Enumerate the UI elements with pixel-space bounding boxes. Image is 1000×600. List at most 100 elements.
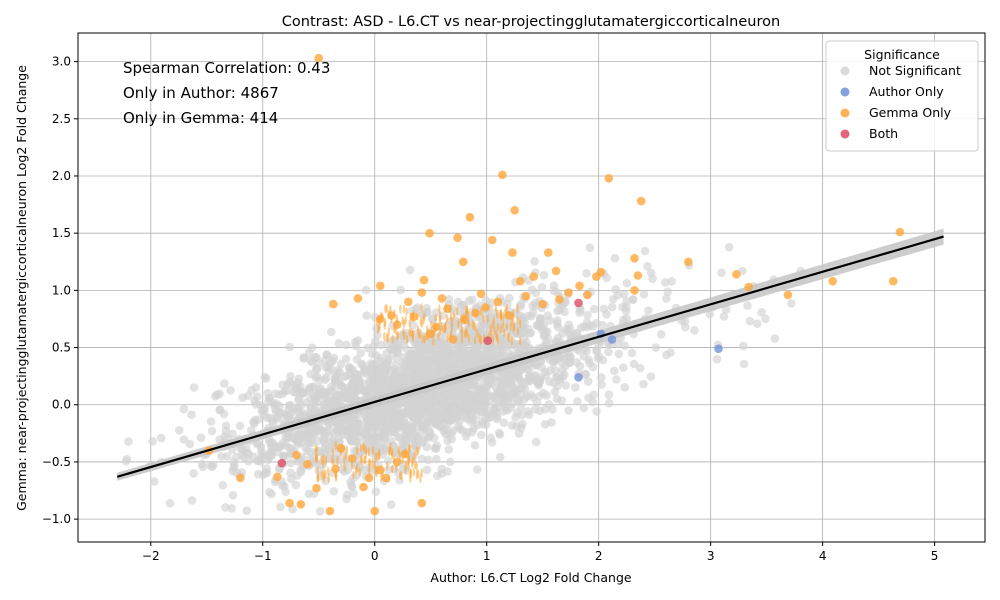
gemma-only-streak: [389, 442, 392, 452]
not-significant-point: [250, 396, 259, 405]
not-significant-point: [721, 305, 731, 314]
not-significant-point: [285, 342, 295, 352]
x-tick-label: 1: [483, 549, 491, 563]
y-tick-label: 1.0: [52, 283, 71, 297]
gemma-only-streak: [374, 452, 377, 462]
gemma-only-streak: [419, 474, 422, 484]
regression-line: [116, 235, 944, 478]
not-significant-point: [479, 385, 489, 394]
gemma-only-streak: [491, 319, 495, 329]
not-significant-point: [517, 390, 526, 400]
gemma-only-streak: [476, 328, 479, 338]
gemma-only-streak: [334, 473, 338, 483]
x-tick-label: 3: [707, 549, 715, 563]
not-significant-point: [646, 372, 656, 381]
not-significant-point: [597, 380, 606, 389]
y-tick-label: 2.0: [52, 169, 71, 183]
y-tick-label: 1.5: [52, 226, 71, 240]
gemma-only-point: [596, 267, 606, 277]
gemma-only-streak: [489, 324, 492, 334]
not-significant-point: [417, 454, 427, 464]
gemma-only-streak: [383, 320, 386, 330]
not-significant-point: [712, 354, 722, 364]
gemma-only-streak: [391, 334, 394, 344]
not-significant-point: [333, 421, 343, 430]
not-significant-point: [481, 420, 491, 429]
not-significant-point: [404, 430, 413, 440]
gemma-only-streak: [387, 327, 390, 337]
not-significant-point: [549, 286, 559, 296]
not-significant-point: [429, 390, 439, 400]
gemma-only-point: [325, 506, 335, 516]
gemma-only-point: [488, 235, 497, 245]
not-significant-point: [527, 285, 537, 295]
gemma-only-streak: [465, 327, 468, 337]
chart-title: Contrast: ASD - L6.CT vs near-projecting…: [282, 14, 780, 30]
not-significant-point: [427, 414, 437, 423]
not-significant-point: [739, 341, 748, 351]
not-significant-point: [235, 421, 245, 431]
not-significant-point: [273, 442, 283, 452]
not-significant-point: [444, 295, 454, 304]
gemma-only-streak: [330, 456, 334, 465]
not-significant-point: [299, 388, 308, 398]
gemma-only-streak: [395, 331, 399, 341]
not-significant-point: [588, 397, 597, 407]
gemma-only-point: [417, 288, 427, 297]
not-significant-point: [363, 417, 373, 426]
not-significant-point: [283, 379, 292, 389]
gemma-only-point: [538, 299, 547, 309]
not-significant-point: [613, 339, 623, 349]
not-significant-point: [611, 285, 620, 294]
not-significant-point: [386, 436, 396, 446]
not-significant-point: [280, 481, 289, 491]
not-significant-point: [215, 435, 224, 445]
not-significant-point: [368, 434, 378, 443]
not-significant-point: [482, 347, 491, 356]
not-significant-point: [509, 390, 518, 400]
gemma-only-streak: [402, 327, 405, 337]
not-significant-point: [481, 296, 491, 305]
not-significant-point: [382, 348, 392, 358]
not-significant-point: [602, 310, 611, 319]
not-significant-point: [187, 410, 196, 420]
not-significant-point: [258, 449, 268, 459]
gemma-only-streak: [432, 336, 435, 346]
gemma-only-streak: [327, 466, 330, 476]
gemma-only-streak: [457, 319, 460, 329]
not-significant-point: [447, 364, 457, 373]
gemma-only-streak: [505, 322, 508, 332]
legend-entry-label: Both: [869, 126, 898, 141]
gemma-only-streak: [438, 304, 441, 314]
not-significant-point: [289, 404, 298, 413]
gemma-only-point: [312, 483, 321, 493]
not-significant-point: [470, 441, 480, 450]
gemma-only-streak: [322, 459, 325, 469]
gemma-only-streak: [449, 312, 453, 322]
gemma-only-point: [564, 288, 573, 297]
not-significant-point: [362, 311, 372, 320]
not-significant-point: [351, 425, 361, 435]
not-significant-point: [745, 316, 755, 326]
not-significant-point: [585, 243, 595, 252]
not-significant-point: [244, 450, 254, 459]
not-significant-point: [440, 424, 450, 434]
not-significant-point: [179, 404, 189, 414]
not-significant-point: [612, 375, 621, 384]
not-significant-point: [610, 253, 620, 263]
not-significant-point: [122, 454, 132, 464]
not-significant-point: [333, 390, 343, 400]
not-significant-point: [379, 409, 389, 419]
not-significant-point: [285, 412, 294, 422]
not-significant-point: [381, 359, 391, 369]
gemma-only-streak: [316, 473, 320, 483]
not-significant-point: [497, 383, 506, 392]
not-significant-point: [384, 456, 393, 465]
not-significant-point: [261, 374, 271, 383]
not-significant-point: [572, 328, 582, 338]
not-significant-point: [360, 436, 370, 445]
not-significant-point: [306, 356, 315, 366]
not-significant-point: [588, 362, 598, 372]
not-significant-point: [499, 399, 509, 408]
not-significant-point: [561, 381, 571, 390]
